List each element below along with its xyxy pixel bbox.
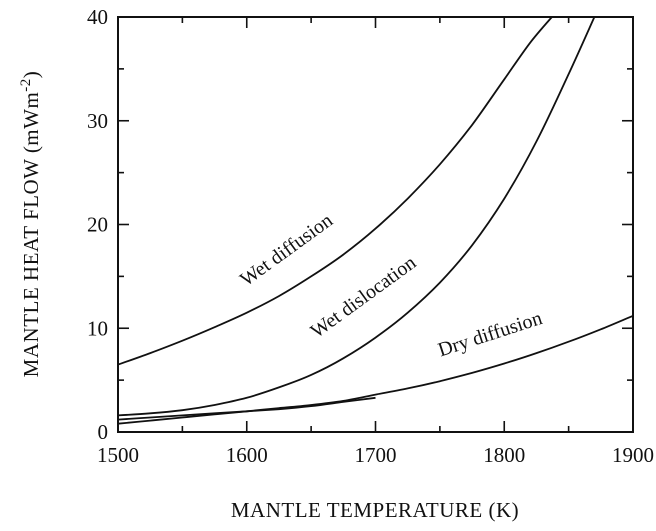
x-tick-label: 1600 <box>226 443 268 467</box>
y-axis-title: MANTLE HEAT FLOW (mWm-2) <box>18 71 43 378</box>
y-axis-title-superscript: -2 <box>18 78 34 92</box>
y-axis-title-close: ) <box>19 71 43 79</box>
axis-ticks <box>117 16 634 433</box>
x-axis-title: MANTLE TEMPERATURE (K) <box>231 498 519 522</box>
x-tick-label: 1800 <box>483 443 525 467</box>
x-tick-label: 1900 <box>612 443 654 467</box>
x-tick-label: 1700 <box>355 443 397 467</box>
series-lines <box>117 16 634 425</box>
y-axis-title-main: MANTLE HEAT FLOW (mWm <box>19 92 43 378</box>
series-label-wet-diffusion: Wet diffusion <box>236 209 337 291</box>
series-line-wet-dislocation <box>117 16 596 417</box>
y-tick-label: 10 <box>87 316 108 340</box>
y-tick-label: 40 <box>87 5 108 29</box>
y-tick-label: 30 <box>87 109 108 133</box>
y-tick-label: 0 <box>98 420 109 444</box>
tick-labels: 1500 1600 1700 1800 1900 0 10 20 30 40 <box>87 5 654 467</box>
series-line-wet-diffusion <box>117 16 553 366</box>
plot-frame <box>117 16 634 433</box>
x-tick-label: 1500 <box>97 443 139 467</box>
series-line-dry-diffusion <box>117 314 634 425</box>
series-label-dry-diffusion: Dry diffusion <box>435 307 544 361</box>
series-label-wet-dislocation: Wet dislocation <box>307 252 421 343</box>
y-tick-label: 20 <box>87 213 108 237</box>
series-labels: Wet diffusion Wet dislocation Dry diffus… <box>236 209 545 361</box>
series-line-unlabeled <box>117 396 376 421</box>
